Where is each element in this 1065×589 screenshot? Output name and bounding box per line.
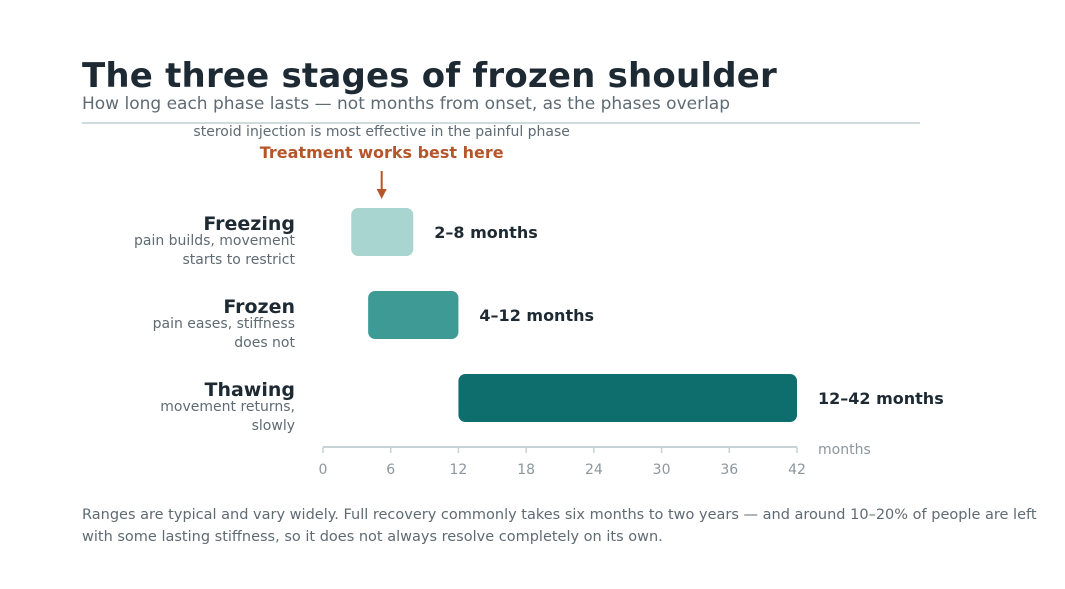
bar-freezing: [351, 208, 414, 256]
stage-name-label: Thawing: [204, 379, 295, 401]
stage-description-label: slowly: [252, 418, 295, 434]
page-subtitle: How long each phase lasts — not months f…: [82, 94, 731, 114]
stage-description-label: does not: [234, 335, 295, 351]
x-tick-label: 18: [517, 462, 535, 478]
x-tick-label: 42: [788, 462, 806, 478]
bar-thawing: [458, 374, 797, 422]
x-tick-label: 30: [653, 462, 671, 478]
x-tick-label: 12: [450, 462, 468, 478]
x-tick-label: 36: [720, 462, 738, 478]
stage-name-label: Freezing: [203, 213, 295, 235]
x-tick-label: 6: [386, 462, 395, 478]
x-tick-label: 0: [319, 462, 328, 478]
bar-data-label: 4–12 months: [479, 306, 594, 325]
bar-data-label: 2–8 months: [434, 223, 537, 242]
stage-description-label: pain eases, stiffness: [153, 316, 295, 332]
stage-description-label: movement returns,: [160, 399, 295, 415]
stage-description-label: starts to restrict: [182, 252, 295, 268]
bar-data-label: 12–42 months: [818, 389, 944, 408]
x-axis-title: months: [818, 442, 871, 458]
arrow-down-icon: [376, 189, 387, 199]
annotation-layer: steroid injection is most effective in t…: [193, 124, 570, 199]
stage-description-label: pain builds, movement: [134, 233, 296, 249]
header-divider: [82, 122, 920, 124]
stage-name-label: Frozen: [223, 296, 295, 318]
footnote: Ranges are typical and vary widely. Full…: [82, 507, 1037, 545]
page-title: The three stages of frozen shoulder: [82, 56, 778, 96]
x-tick-label: 24: [585, 462, 603, 478]
x-axis: 0 6 12 18 24 30 36 42 months: [319, 442, 871, 478]
annotation-callout: Treatment works best here: [260, 143, 504, 162]
bar-frozen: [368, 291, 459, 339]
annotation-note: steroid injection is most effective in t…: [193, 124, 570, 140]
